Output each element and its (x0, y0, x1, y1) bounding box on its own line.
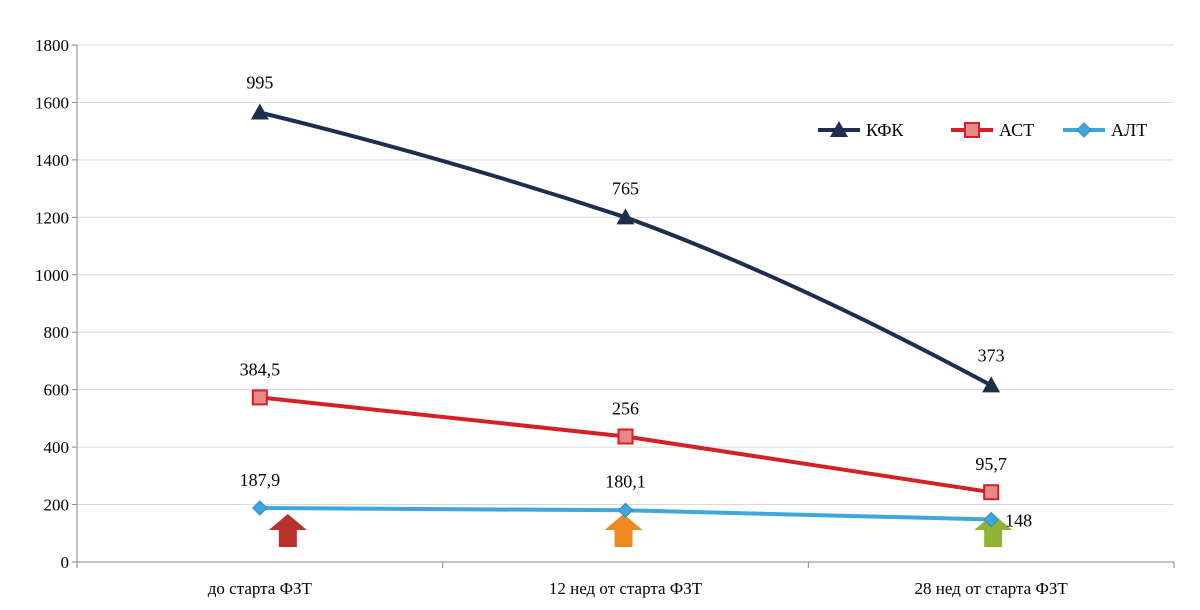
up-arrow-icon (974, 514, 1013, 547)
triangle-marker (250, 103, 269, 120)
y-tick-label: 0 (61, 553, 70, 572)
triangle-marker (982, 376, 1001, 393)
diamond-marker (1076, 122, 1092, 138)
diamond-marker (983, 511, 999, 528)
data-label: 256 (612, 398, 639, 418)
data-label: 95,7 (975, 454, 1007, 474)
square-marker (964, 122, 980, 138)
series-АСТ (251, 389, 1000, 501)
y-tick-label: 1200 (35, 208, 69, 227)
data-label: 384,5 (240, 359, 281, 379)
square-marker (251, 389, 268, 406)
square-marker (983, 484, 1000, 501)
y-tick-label: 600 (44, 381, 70, 400)
y-tick-label: 1800 (35, 36, 69, 55)
data-label: 373 (978, 345, 1005, 365)
data-label: 180,1 (605, 471, 646, 491)
legend: КФК АСТ АЛТ (818, 120, 1147, 140)
up-arrow-icon (604, 514, 643, 547)
diamond-marker (252, 500, 268, 516)
y-tick-label: 1600 (35, 93, 69, 112)
diamond-marker (617, 502, 634, 519)
series-АЛТ (252, 500, 999, 528)
series-line (259, 110, 993, 388)
x-tick-label: 28 нед от старта ФЗТ (915, 579, 1069, 598)
y-tick-label: 400 (44, 438, 70, 457)
y-tick-label: 1000 (35, 266, 69, 285)
legend-item: АСТ (951, 120, 1034, 140)
y-tick-label: 800 (44, 323, 70, 342)
data-labels: 995 765 373 384,5 256 95,7 187,9 180,1 148 (240, 72, 1033, 530)
y-tick-label: 200 (44, 496, 70, 515)
triangle-marker (616, 208, 635, 225)
y-tick-label: 1400 (35, 151, 69, 170)
triangle-marker (830, 121, 848, 137)
data-label: 148 (1005, 510, 1032, 530)
x-tick-label: 12 нед от старта ФЗТ (549, 579, 703, 598)
series-КФК (250, 103, 1001, 393)
up-arrow-icon (268, 514, 307, 547)
data-label: 187,9 (240, 470, 281, 490)
legend-item: АЛТ (1063, 120, 1147, 140)
axes: 0 200 400 600 800 1000 1200 1400 1600 1800 до стар… (35, 36, 1175, 598)
legend-label: АЛТ (1111, 120, 1147, 140)
series (250, 103, 1001, 528)
data-label: 765 (612, 178, 639, 198)
legend-label: КФК (866, 120, 904, 140)
data-label: 995 (246, 72, 273, 92)
arrows (268, 514, 1013, 547)
legend-item: КФК (818, 120, 904, 140)
legend-label: АСТ (999, 120, 1034, 140)
square-marker (617, 428, 634, 445)
x-tick-label: до старта ФЗТ (208, 579, 313, 598)
